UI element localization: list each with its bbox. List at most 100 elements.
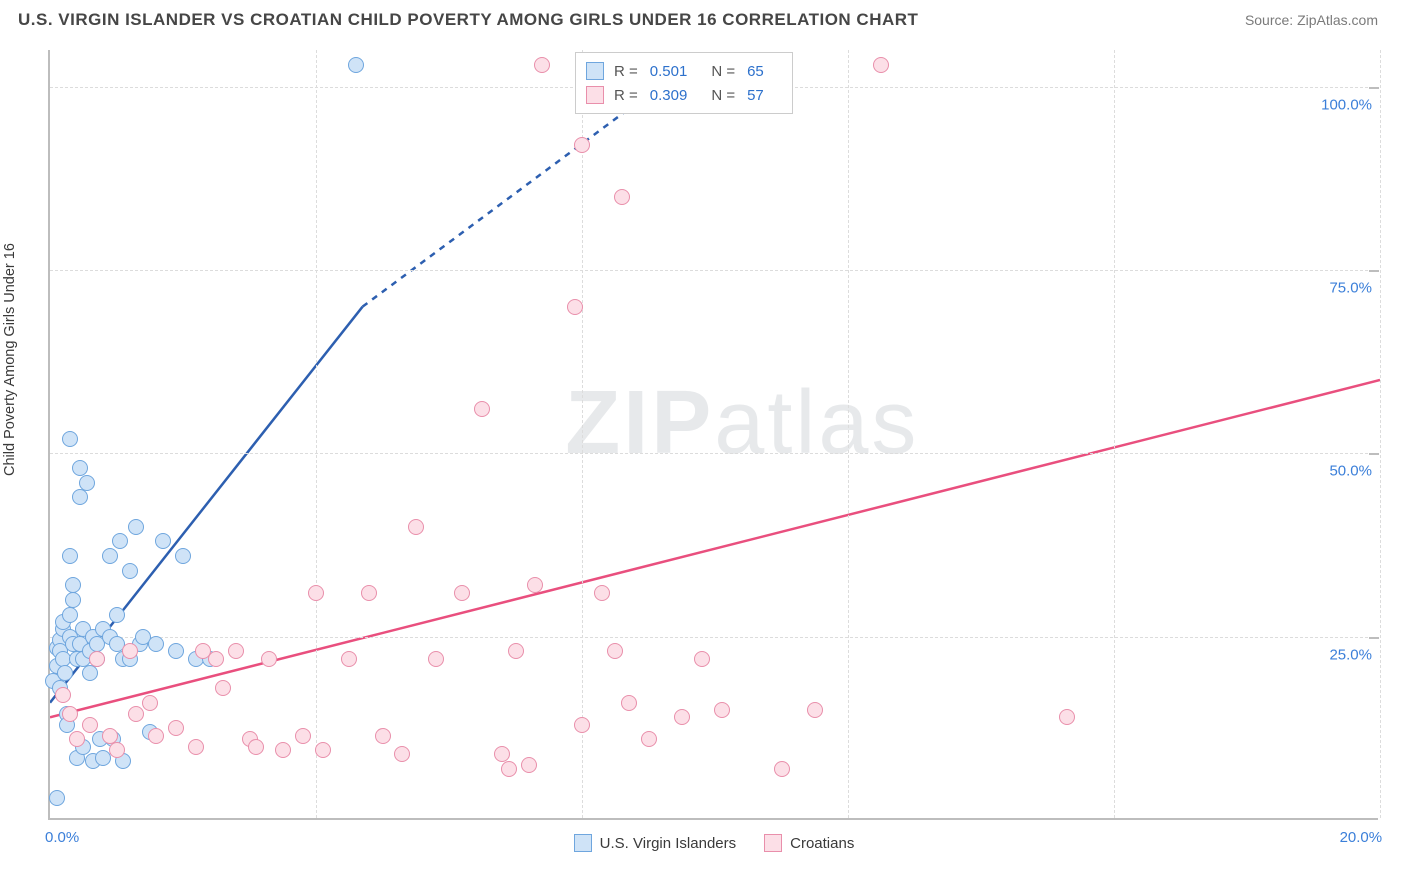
data-point-croatian [215, 680, 231, 696]
y-tick-label: 50.0% [1329, 463, 1382, 480]
y-tick-label: 75.0% [1329, 280, 1382, 297]
swatch-usvi [574, 834, 592, 852]
data-point-croatian [208, 651, 224, 667]
x-tick-label: 20.0% [1340, 829, 1383, 846]
data-point-croatian [534, 57, 550, 73]
data-point-croatian [527, 577, 543, 593]
gridline-v [1114, 50, 1115, 818]
n-label: N = [711, 63, 735, 80]
data-point-usvi [109, 607, 125, 623]
data-point-croatian [228, 643, 244, 659]
gridline-v [582, 50, 583, 818]
y-tick-label: 25.0% [1329, 646, 1382, 663]
data-point-croatian [807, 702, 823, 718]
data-point-croatian [128, 706, 144, 722]
data-point-croatian [62, 706, 78, 722]
data-point-croatian [142, 695, 158, 711]
data-point-usvi [62, 548, 78, 564]
plot-area: ZIPatlas R = 0.501 N = 65 R = 0.309 N = … [48, 50, 1378, 820]
data-point-croatian [714, 702, 730, 718]
gridline-v [1380, 50, 1381, 818]
stats-row-usvi: R = 0.501 N = 65 [586, 59, 778, 83]
source-attribution: Source: ZipAtlas.com [1245, 12, 1378, 28]
data-point-croatian [508, 643, 524, 659]
data-point-croatian [261, 651, 277, 667]
y-tick-label: 100.0% [1321, 96, 1382, 113]
r-label: R = [614, 87, 638, 104]
data-point-croatian [82, 717, 98, 733]
n-value: 65 [747, 63, 764, 80]
data-point-usvi [62, 607, 78, 623]
watermark-rest: atlas [714, 373, 919, 473]
data-point-croatian [248, 739, 264, 755]
data-point-usvi [72, 460, 88, 476]
r-label: R = [614, 63, 638, 80]
data-point-croatian [315, 742, 331, 758]
data-point-croatian [408, 519, 424, 535]
data-point-usvi [72, 489, 88, 505]
legend-label: Croatians [790, 835, 854, 852]
data-point-croatian [614, 189, 630, 205]
data-point-croatian [375, 728, 391, 744]
data-point-croatian [621, 695, 637, 711]
data-point-croatian [1059, 709, 1075, 725]
data-point-croatian [574, 717, 590, 733]
n-label: N = [711, 87, 735, 104]
data-point-croatian [275, 742, 291, 758]
gridline-h [50, 270, 1378, 271]
swatch-usvi [586, 62, 604, 80]
r-value: 0.501 [650, 63, 688, 80]
gridline-v [848, 50, 849, 818]
data-point-croatian [148, 728, 164, 744]
data-point-usvi [348, 57, 364, 73]
data-point-croatian [55, 687, 71, 703]
data-point-croatian [102, 728, 118, 744]
data-point-croatian [295, 728, 311, 744]
data-point-croatian [641, 731, 657, 747]
data-point-usvi [65, 577, 81, 593]
data-point-usvi [79, 475, 95, 491]
data-point-croatian [474, 401, 490, 417]
legend-item-croatian: Croatians [764, 834, 854, 852]
swatch-croatian [764, 834, 782, 852]
data-point-usvi [122, 563, 138, 579]
data-point-croatian [89, 651, 105, 667]
data-point-croatian [69, 731, 85, 747]
data-point-croatian [607, 643, 623, 659]
data-point-croatian [674, 709, 690, 725]
data-point-usvi [102, 548, 118, 564]
data-point-croatian [308, 585, 324, 601]
x-tick-label: 0.0% [45, 829, 79, 846]
gridline-h [50, 453, 1378, 454]
gridline-h [50, 637, 1378, 638]
stats-legend: R = 0.501 N = 65 R = 0.309 N = 57 [575, 52, 793, 114]
data-point-usvi [82, 665, 98, 681]
data-point-usvi [128, 519, 144, 535]
data-point-croatian [109, 742, 125, 758]
chart-title: U.S. VIRGIN ISLANDER VS CROATIAN CHILD P… [18, 10, 918, 30]
data-point-croatian [361, 585, 377, 601]
data-point-usvi [155, 533, 171, 549]
header: U.S. VIRGIN ISLANDER VS CROATIAN CHILD P… [0, 0, 1406, 36]
data-point-croatian [501, 761, 517, 777]
n-value: 57 [747, 87, 764, 104]
data-point-croatian [341, 651, 357, 667]
data-point-croatian [494, 746, 510, 762]
r-value: 0.309 [650, 87, 688, 104]
legend-label: U.S. Virgin Islanders [600, 835, 736, 852]
gridline-v [316, 50, 317, 818]
data-point-croatian [694, 651, 710, 667]
y-axis-label: Child Poverty Among Girls Under 16 [2, 243, 18, 476]
data-point-usvi [57, 665, 73, 681]
data-point-usvi [62, 431, 78, 447]
data-point-croatian [428, 651, 444, 667]
data-point-croatian [873, 57, 889, 73]
data-point-croatian [168, 720, 184, 736]
data-point-usvi [112, 533, 128, 549]
data-point-croatian [594, 585, 610, 601]
data-point-croatian [454, 585, 470, 601]
source-name: ZipAtlas.com [1297, 12, 1378, 28]
stats-row-croatian: R = 0.309 N = 57 [586, 83, 778, 107]
data-point-croatian [567, 299, 583, 315]
data-point-croatian [394, 746, 410, 762]
